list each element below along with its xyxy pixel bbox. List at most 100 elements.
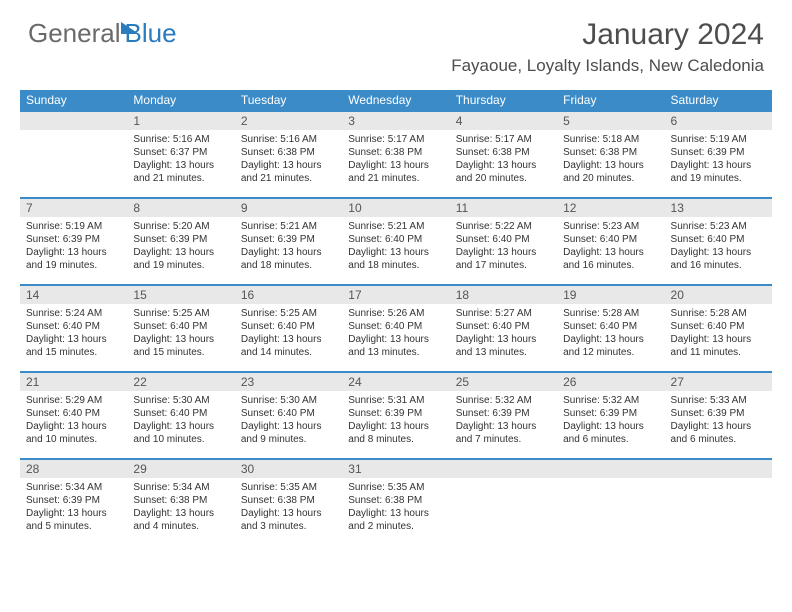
- day-ss: Sunset: 6:40 PM: [241, 320, 336, 333]
- day-number-cell: 1: [127, 111, 234, 130]
- day-detail-cell: Sunrise: 5:34 AMSunset: 6:38 PMDaylight:…: [127, 478, 234, 545]
- day-detail-cell: Sunrise: 5:31 AMSunset: 6:39 PMDaylight:…: [342, 391, 449, 459]
- day-ss: Sunset: 6:38 PM: [348, 146, 443, 159]
- day-d1: Daylight: 13 hours: [563, 333, 658, 346]
- day-sr: Sunrise: 5:23 AM: [563, 220, 658, 233]
- day-d1: Daylight: 13 hours: [133, 246, 228, 259]
- day-ss: Sunset: 6:40 PM: [563, 320, 658, 333]
- day-sr: Sunrise: 5:33 AM: [671, 394, 766, 407]
- day-d1: Daylight: 13 hours: [671, 333, 766, 346]
- day-detail-cell: Sunrise: 5:16 AMSunset: 6:37 PMDaylight:…: [127, 130, 234, 198]
- day-number-cell: 8: [127, 198, 234, 217]
- day-number-cell: 4: [450, 111, 557, 130]
- day-number-cell: 15: [127, 285, 234, 304]
- day-d2: and 21 minutes.: [133, 172, 228, 185]
- day-detail-cell: [557, 478, 664, 545]
- day-detail-cell: Sunrise: 5:21 AMSunset: 6:40 PMDaylight:…: [342, 217, 449, 285]
- day-sr: Sunrise: 5:26 AM: [348, 307, 443, 320]
- day-sr: Sunrise: 5:19 AM: [26, 220, 121, 233]
- day-ss: Sunset: 6:38 PM: [241, 146, 336, 159]
- day-d2: and 10 minutes.: [26, 433, 121, 446]
- day-sr: Sunrise: 5:30 AM: [241, 394, 336, 407]
- day-header-cell: Saturday: [665, 90, 772, 111]
- day-number-cell: 20: [665, 285, 772, 304]
- day-detail-cell: Sunrise: 5:24 AMSunset: 6:40 PMDaylight:…: [20, 304, 127, 372]
- day-ss: Sunset: 6:38 PM: [133, 494, 228, 507]
- day-detail-cell: Sunrise: 5:19 AMSunset: 6:39 PMDaylight:…: [20, 217, 127, 285]
- day-detail-row: Sunrise: 5:19 AMSunset: 6:39 PMDaylight:…: [20, 217, 772, 285]
- day-sr: Sunrise: 5:28 AM: [563, 307, 658, 320]
- day-detail-cell: Sunrise: 5:25 AMSunset: 6:40 PMDaylight:…: [235, 304, 342, 372]
- day-number-cell: 2: [235, 111, 342, 130]
- day-ss: Sunset: 6:39 PM: [26, 233, 121, 246]
- day-d1: Daylight: 13 hours: [456, 333, 551, 346]
- day-detail-row: Sunrise: 5:29 AMSunset: 6:40 PMDaylight:…: [20, 391, 772, 459]
- day-header-cell: Wednesday: [342, 90, 449, 111]
- day-d2: and 15 minutes.: [26, 346, 121, 359]
- day-d2: and 21 minutes.: [348, 172, 443, 185]
- day-sr: Sunrise: 5:19 AM: [671, 133, 766, 146]
- day-d1: Daylight: 13 hours: [133, 159, 228, 172]
- day-d1: Daylight: 13 hours: [241, 159, 336, 172]
- day-header-cell: Thursday: [450, 90, 557, 111]
- day-detail-cell: Sunrise: 5:16 AMSunset: 6:38 PMDaylight:…: [235, 130, 342, 198]
- day-d1: Daylight: 13 hours: [348, 159, 443, 172]
- day-number-row: 21222324252627: [20, 372, 772, 391]
- day-header-row: SundayMondayTuesdayWednesdayThursdayFrid…: [20, 90, 772, 111]
- day-ss: Sunset: 6:38 PM: [456, 146, 551, 159]
- day-sr: Sunrise: 5:21 AM: [348, 220, 443, 233]
- day-sr: Sunrise: 5:21 AM: [241, 220, 336, 233]
- day-d2: and 18 minutes.: [348, 259, 443, 272]
- day-sr: Sunrise: 5:34 AM: [133, 481, 228, 494]
- title-block: January 2024 Fayaoue, Loyalty Islands, N…: [451, 18, 764, 76]
- day-d2: and 15 minutes.: [133, 346, 228, 359]
- day-d1: Daylight: 13 hours: [563, 246, 658, 259]
- location-text: Fayaoue, Loyalty Islands, New Caledonia: [451, 56, 764, 76]
- day-number-cell: 22: [127, 372, 234, 391]
- day-detail-cell: Sunrise: 5:17 AMSunset: 6:38 PMDaylight:…: [342, 130, 449, 198]
- day-d2: and 4 minutes.: [133, 520, 228, 533]
- day-ss: Sunset: 6:39 PM: [671, 407, 766, 420]
- day-number-cell: 31: [342, 459, 449, 478]
- day-sr: Sunrise: 5:20 AM: [133, 220, 228, 233]
- day-detail-cell: Sunrise: 5:29 AMSunset: 6:40 PMDaylight:…: [20, 391, 127, 459]
- day-number-cell: 14: [20, 285, 127, 304]
- day-number-cell: 23: [235, 372, 342, 391]
- day-header-cell: Tuesday: [235, 90, 342, 111]
- day-ss: Sunset: 6:40 PM: [26, 407, 121, 420]
- logo-text-general: General: [28, 18, 121, 49]
- day-d1: Daylight: 13 hours: [456, 420, 551, 433]
- day-detail-row: Sunrise: 5:34 AMSunset: 6:39 PMDaylight:…: [20, 478, 772, 545]
- day-sr: Sunrise: 5:25 AM: [241, 307, 336, 320]
- day-detail-cell: Sunrise: 5:21 AMSunset: 6:39 PMDaylight:…: [235, 217, 342, 285]
- day-sr: Sunrise: 5:27 AM: [456, 307, 551, 320]
- day-number-row: 28293031: [20, 459, 772, 478]
- day-ss: Sunset: 6:38 PM: [348, 494, 443, 507]
- day-detail-cell: Sunrise: 5:23 AMSunset: 6:40 PMDaylight:…: [557, 217, 664, 285]
- day-d1: Daylight: 13 hours: [348, 420, 443, 433]
- day-sr: Sunrise: 5:22 AM: [456, 220, 551, 233]
- day-sr: Sunrise: 5:24 AM: [26, 307, 121, 320]
- day-sr: Sunrise: 5:17 AM: [456, 133, 551, 146]
- day-d1: Daylight: 13 hours: [348, 507, 443, 520]
- day-number-row: 123456: [20, 111, 772, 130]
- day-d2: and 14 minutes.: [241, 346, 336, 359]
- day-d1: Daylight: 13 hours: [563, 420, 658, 433]
- day-number-cell: 5: [557, 111, 664, 130]
- day-detail-cell: Sunrise: 5:30 AMSunset: 6:40 PMDaylight:…: [127, 391, 234, 459]
- day-detail-cell: Sunrise: 5:28 AMSunset: 6:40 PMDaylight:…: [557, 304, 664, 372]
- day-d1: Daylight: 13 hours: [26, 507, 121, 520]
- day-d1: Daylight: 13 hours: [241, 507, 336, 520]
- day-sr: Sunrise: 5:28 AM: [671, 307, 766, 320]
- day-number-cell: 11: [450, 198, 557, 217]
- logo: General Blue: [28, 18, 177, 49]
- day-ss: Sunset: 6:39 PM: [456, 407, 551, 420]
- day-ss: Sunset: 6:39 PM: [241, 233, 336, 246]
- day-number-cell: 6: [665, 111, 772, 130]
- day-d2: and 19 minutes.: [671, 172, 766, 185]
- day-d2: and 2 minutes.: [348, 520, 443, 533]
- day-sr: Sunrise: 5:16 AM: [133, 133, 228, 146]
- day-number-cell: 17: [342, 285, 449, 304]
- day-d2: and 19 minutes.: [133, 259, 228, 272]
- day-ss: Sunset: 6:38 PM: [563, 146, 658, 159]
